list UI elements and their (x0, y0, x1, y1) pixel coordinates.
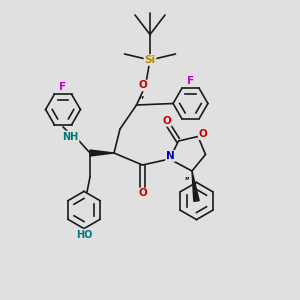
Polygon shape (90, 150, 114, 156)
Text: ,,: ,, (184, 172, 190, 181)
Text: HO: HO (76, 230, 92, 240)
Text: O: O (162, 116, 171, 126)
Text: F: F (59, 82, 67, 92)
Text: O: O (199, 129, 208, 139)
Text: NH: NH (62, 131, 79, 142)
Polygon shape (192, 171, 199, 201)
Text: Si: Si (144, 55, 156, 65)
Text: N: N (166, 151, 175, 161)
Text: ,,: ,, (138, 91, 145, 100)
Text: O: O (138, 188, 147, 199)
Text: O: O (138, 80, 147, 91)
Text: F: F (187, 76, 194, 86)
